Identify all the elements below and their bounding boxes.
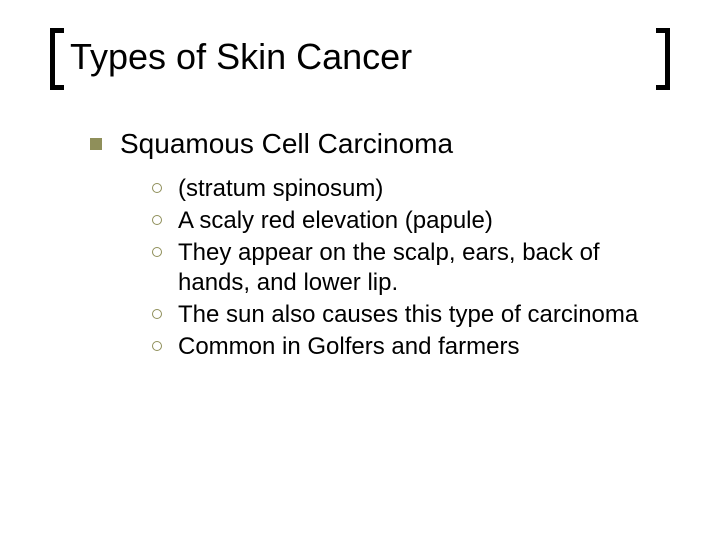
slide-title: Types of Skin Cancer — [70, 36, 650, 78]
square-bullet-icon — [90, 138, 102, 150]
bracket-right-icon — [656, 28, 670, 90]
level2-text: (stratum spinosum) — [178, 174, 383, 204]
level2-text: The sun also causes this type of carcino… — [178, 300, 638, 330]
circle-bullet-icon — [152, 309, 162, 319]
slide-content: Squamous Cell Carcinoma (stratum spinosu… — [50, 128, 670, 362]
circle-bullet-icon — [152, 341, 162, 351]
list-item: Common in Golfers and farmers — [152, 332, 670, 362]
level2-text: A scaly red elevation (papule) — [178, 206, 493, 236]
level2-text: They appear on the scalp, ears, back of … — [178, 238, 670, 298]
sub-list: (stratum spinosum) A scaly red elevation… — [90, 174, 670, 362]
level1-text: Squamous Cell Carcinoma — [120, 128, 453, 160]
circle-bullet-icon — [152, 247, 162, 257]
slide: Types of Skin Cancer Squamous Cell Carci… — [0, 0, 720, 540]
circle-bullet-icon — [152, 183, 162, 193]
title-container: Types of Skin Cancer — [50, 30, 670, 88]
bracket-left-icon — [50, 28, 64, 90]
list-item: They appear on the scalp, ears, back of … — [152, 238, 670, 298]
list-item: (stratum spinosum) — [152, 174, 670, 204]
circle-bullet-icon — [152, 215, 162, 225]
list-item: Squamous Cell Carcinoma — [90, 128, 670, 160]
list-item: A scaly red elevation (papule) — [152, 206, 670, 236]
level2-text: Common in Golfers and farmers — [178, 332, 519, 362]
list-item: The sun also causes this type of carcino… — [152, 300, 670, 330]
